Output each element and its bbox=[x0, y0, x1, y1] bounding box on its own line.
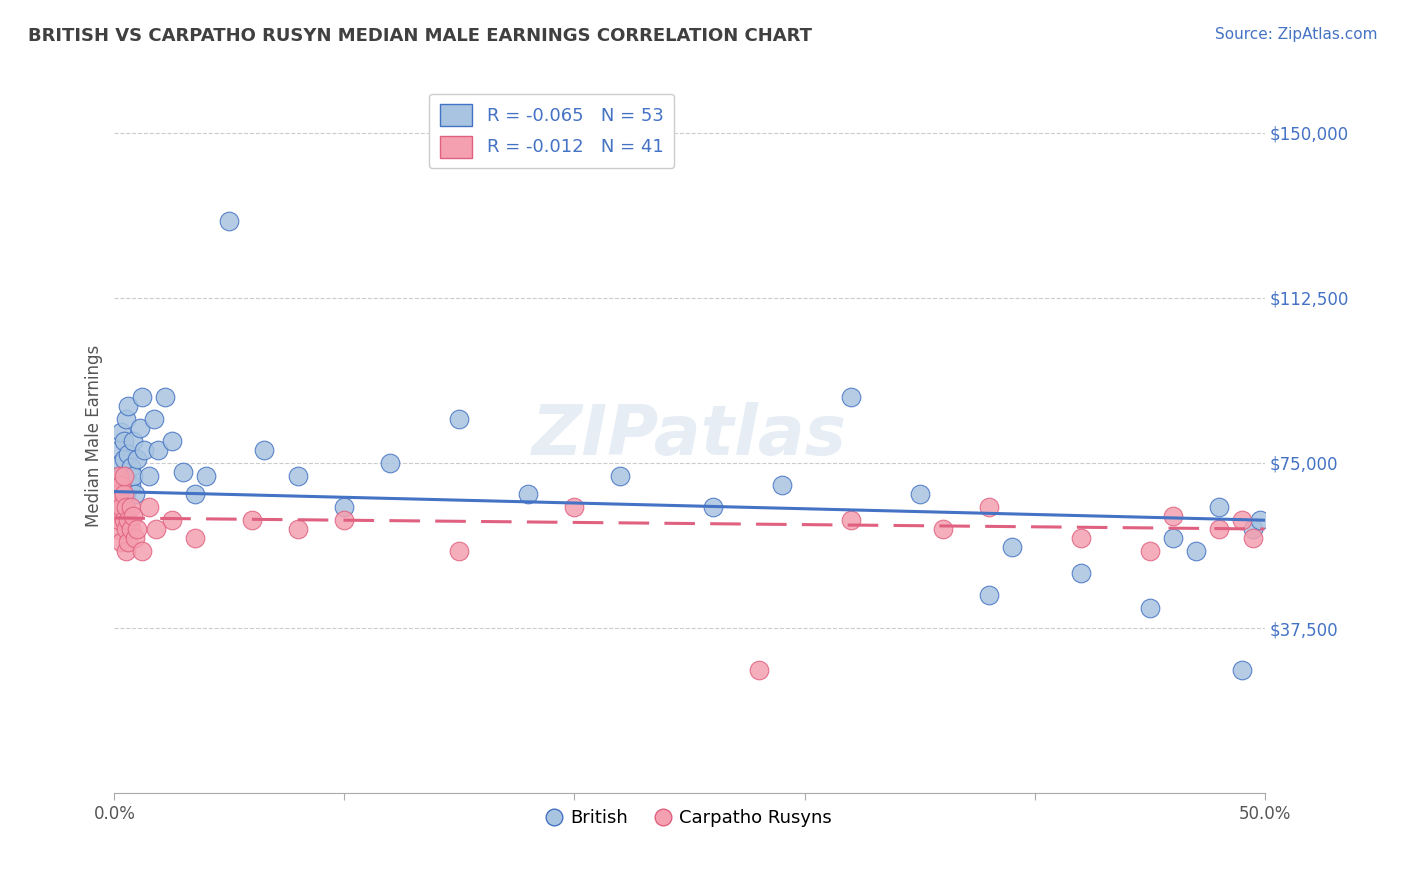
Point bbox=[110, 535, 132, 549]
Point bbox=[120, 500, 142, 514]
Point bbox=[172, 465, 194, 479]
Point bbox=[134, 442, 156, 457]
Point bbox=[977, 588, 1000, 602]
Point bbox=[564, 500, 586, 514]
Text: BRITISH VS CARPATHO RUSYN MEDIAN MALE EARNINGS CORRELATION CHART: BRITISH VS CARPATHO RUSYN MEDIAN MALE EA… bbox=[28, 27, 813, 45]
Text: Source: ZipAtlas.com: Source: ZipAtlas.com bbox=[1215, 27, 1378, 42]
Point bbox=[121, 508, 143, 523]
Point bbox=[1208, 500, 1230, 514]
Point bbox=[1070, 566, 1092, 580]
Point bbox=[908, 487, 931, 501]
Point bbox=[112, 487, 135, 501]
Point bbox=[108, 487, 131, 501]
Point bbox=[115, 487, 138, 501]
Point bbox=[747, 663, 769, 677]
Point bbox=[110, 456, 132, 470]
Point bbox=[108, 513, 131, 527]
Point bbox=[160, 434, 183, 448]
Point bbox=[1230, 513, 1253, 527]
Point bbox=[131, 544, 153, 558]
Point bbox=[115, 544, 138, 558]
Point bbox=[105, 522, 128, 536]
Point bbox=[117, 399, 139, 413]
Point bbox=[449, 544, 471, 558]
Point bbox=[1241, 522, 1264, 536]
Point bbox=[931, 522, 953, 536]
Point bbox=[145, 522, 167, 536]
Point bbox=[112, 513, 135, 527]
Point bbox=[117, 447, 139, 461]
Point bbox=[110, 500, 132, 514]
Point bbox=[1241, 531, 1264, 545]
Point bbox=[287, 469, 309, 483]
Point bbox=[117, 535, 139, 549]
Point bbox=[839, 513, 862, 527]
Point bbox=[117, 513, 139, 527]
Point bbox=[138, 469, 160, 483]
Point bbox=[108, 442, 131, 457]
Point bbox=[115, 500, 138, 514]
Point bbox=[105, 469, 128, 483]
Point bbox=[110, 478, 132, 492]
Point bbox=[112, 434, 135, 448]
Point bbox=[1070, 531, 1092, 545]
Point bbox=[153, 390, 176, 404]
Point bbox=[112, 451, 135, 466]
Point bbox=[128, 420, 150, 434]
Point bbox=[609, 469, 631, 483]
Point bbox=[702, 500, 724, 514]
Point bbox=[105, 500, 128, 514]
Point bbox=[218, 213, 240, 227]
Point bbox=[1249, 513, 1271, 527]
Point bbox=[160, 513, 183, 527]
Point bbox=[115, 412, 138, 426]
Point bbox=[120, 460, 142, 475]
Point bbox=[112, 469, 135, 483]
Point bbox=[124, 531, 146, 545]
Point bbox=[1184, 544, 1206, 558]
Point bbox=[253, 442, 276, 457]
Point bbox=[977, 500, 1000, 514]
Point bbox=[146, 442, 169, 457]
Point bbox=[110, 425, 132, 439]
Text: ZIPatlas: ZIPatlas bbox=[531, 402, 846, 469]
Y-axis label: Median Male Earnings: Median Male Earnings bbox=[86, 344, 103, 526]
Point bbox=[127, 451, 149, 466]
Point bbox=[112, 500, 135, 514]
Point bbox=[184, 531, 207, 545]
Point bbox=[115, 469, 138, 483]
Point bbox=[517, 487, 540, 501]
Point bbox=[333, 500, 356, 514]
Point bbox=[110, 478, 132, 492]
Point bbox=[1230, 663, 1253, 677]
Point bbox=[108, 469, 131, 483]
Point bbox=[184, 487, 207, 501]
Point bbox=[120, 522, 142, 536]
Point bbox=[1208, 522, 1230, 536]
Point bbox=[839, 390, 862, 404]
Point bbox=[108, 487, 131, 501]
Point bbox=[449, 412, 471, 426]
Point bbox=[120, 478, 142, 492]
Point bbox=[333, 513, 356, 527]
Point bbox=[121, 434, 143, 448]
Point bbox=[131, 390, 153, 404]
Point bbox=[1161, 531, 1184, 545]
Point bbox=[287, 522, 309, 536]
Point bbox=[1000, 540, 1022, 554]
Point bbox=[770, 478, 793, 492]
Point bbox=[242, 513, 264, 527]
Point bbox=[1139, 601, 1161, 615]
Point bbox=[1161, 508, 1184, 523]
Point bbox=[127, 522, 149, 536]
Point bbox=[121, 469, 143, 483]
Point bbox=[380, 456, 402, 470]
Point bbox=[124, 487, 146, 501]
Point bbox=[138, 500, 160, 514]
Point bbox=[115, 522, 138, 536]
Point bbox=[195, 469, 218, 483]
Point bbox=[142, 412, 165, 426]
Legend: British, Carpatho Rusyns: British, Carpatho Rusyns bbox=[540, 802, 839, 834]
Point bbox=[1139, 544, 1161, 558]
